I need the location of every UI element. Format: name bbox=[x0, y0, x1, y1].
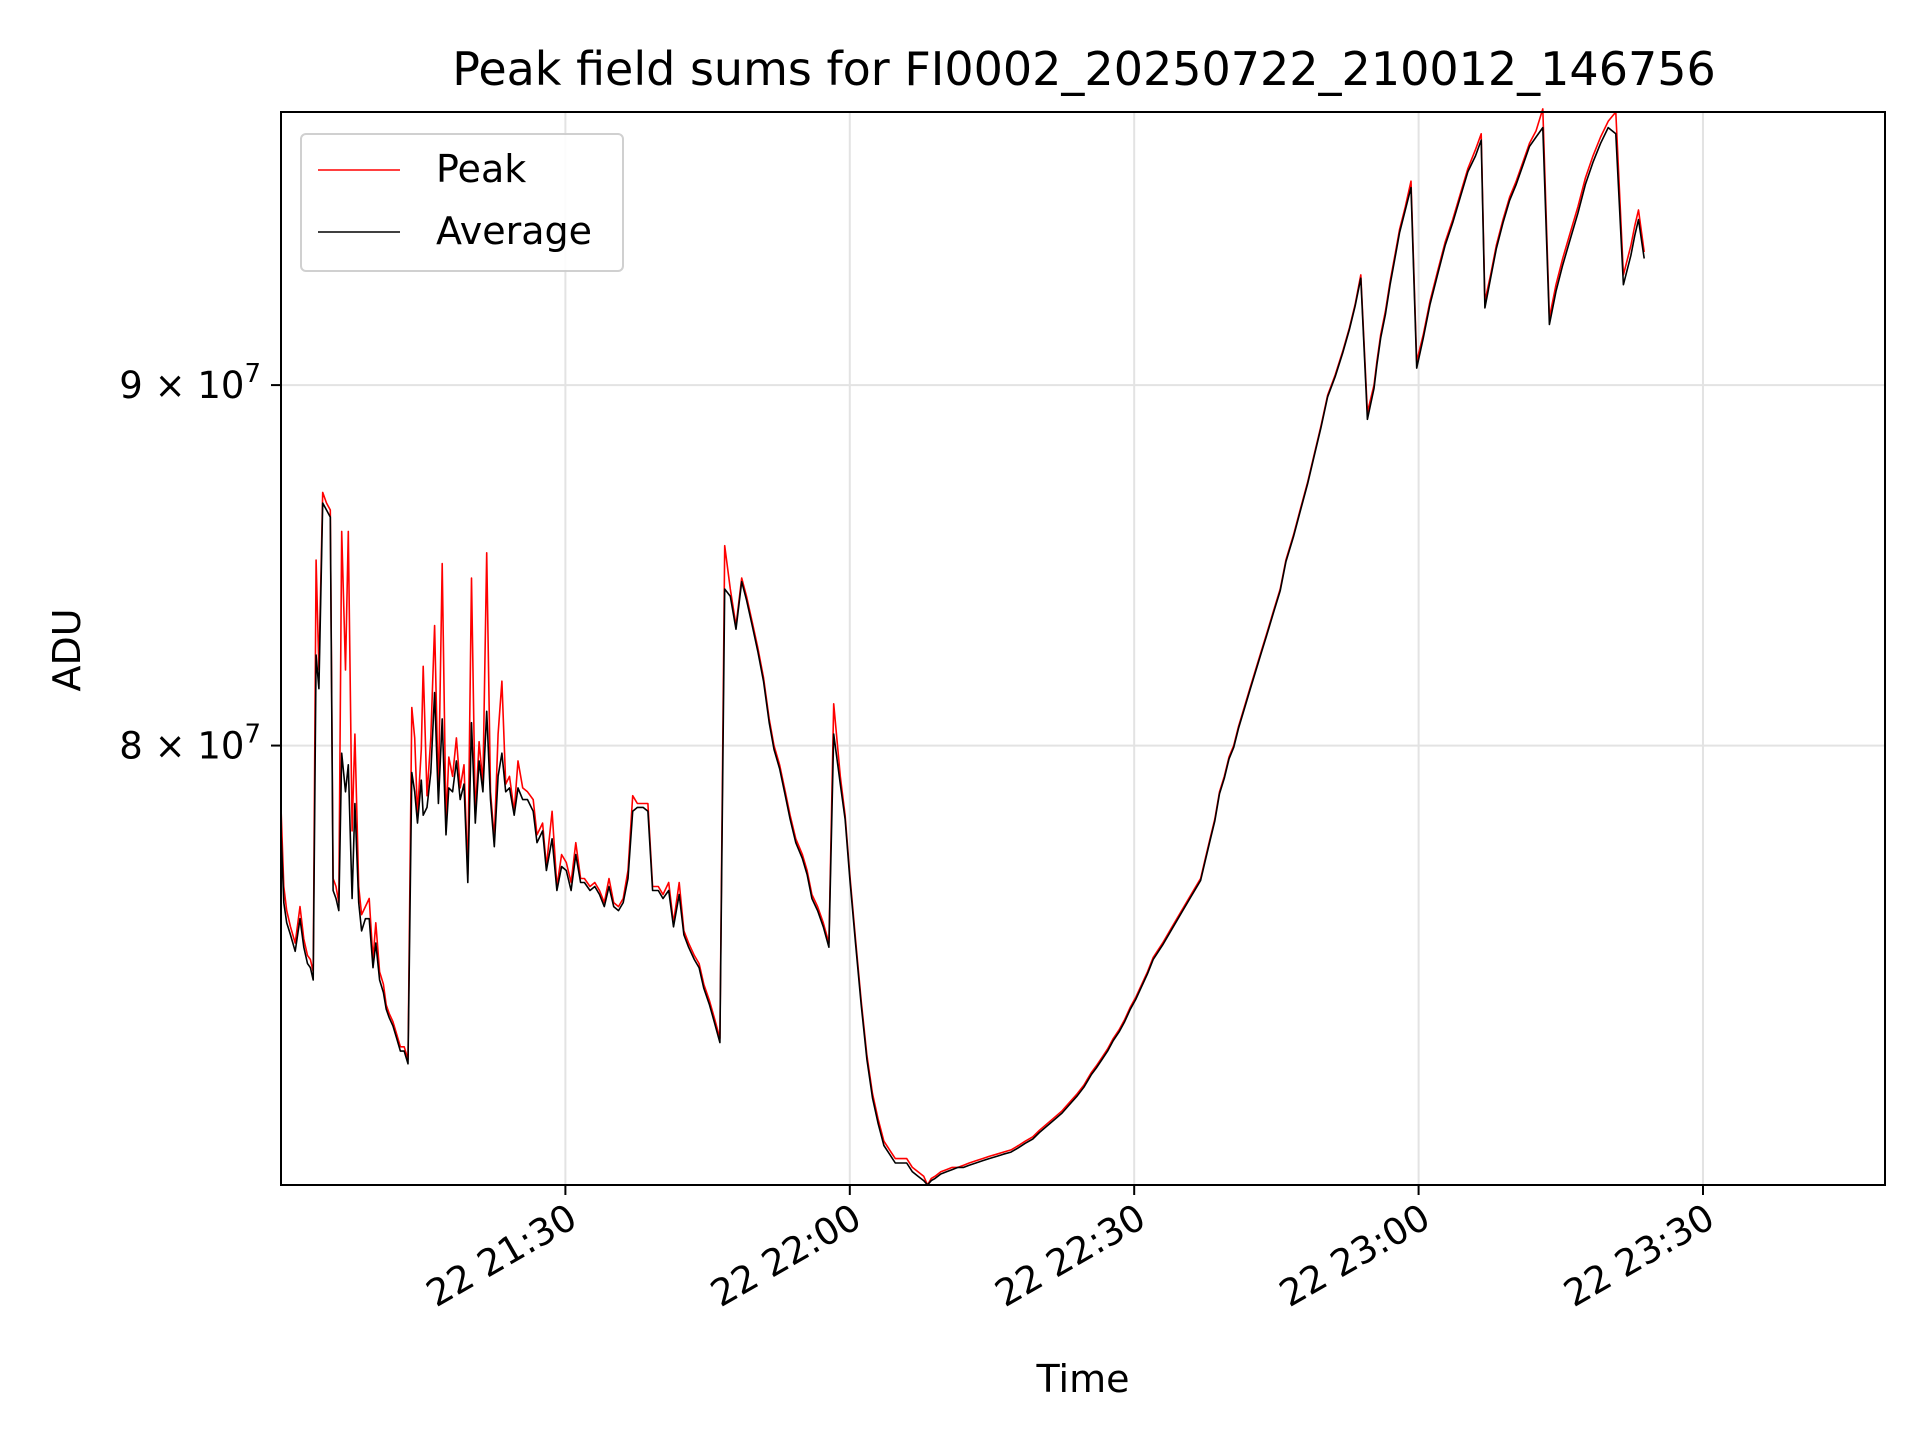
series-line-average bbox=[280, 126, 1645, 1186]
legend-label-average: Average bbox=[436, 209, 592, 253]
y-axis: 8 × 107 9 × 107 bbox=[119, 359, 281, 768]
y-tick-label: 9 × 107 bbox=[119, 359, 261, 407]
grid-lines bbox=[281, 112, 1885, 1185]
x-axis-label: Time bbox=[1036, 1357, 1130, 1401]
series-line-peak bbox=[280, 108, 1645, 1186]
legend-label-peak: Peak bbox=[436, 147, 526, 191]
legend-box bbox=[300, 133, 624, 272]
legend: Peak Average bbox=[300, 133, 624, 272]
y-axis-label: ADU bbox=[45, 608, 89, 691]
y-tick-label: 8 × 107 bbox=[119, 720, 261, 768]
plot-area-frame bbox=[280, 111, 1886, 1186]
data-lines bbox=[280, 108, 1645, 1186]
chart-title: Peak field sums for FI0002_20250722_2100… bbox=[452, 42, 1716, 96]
